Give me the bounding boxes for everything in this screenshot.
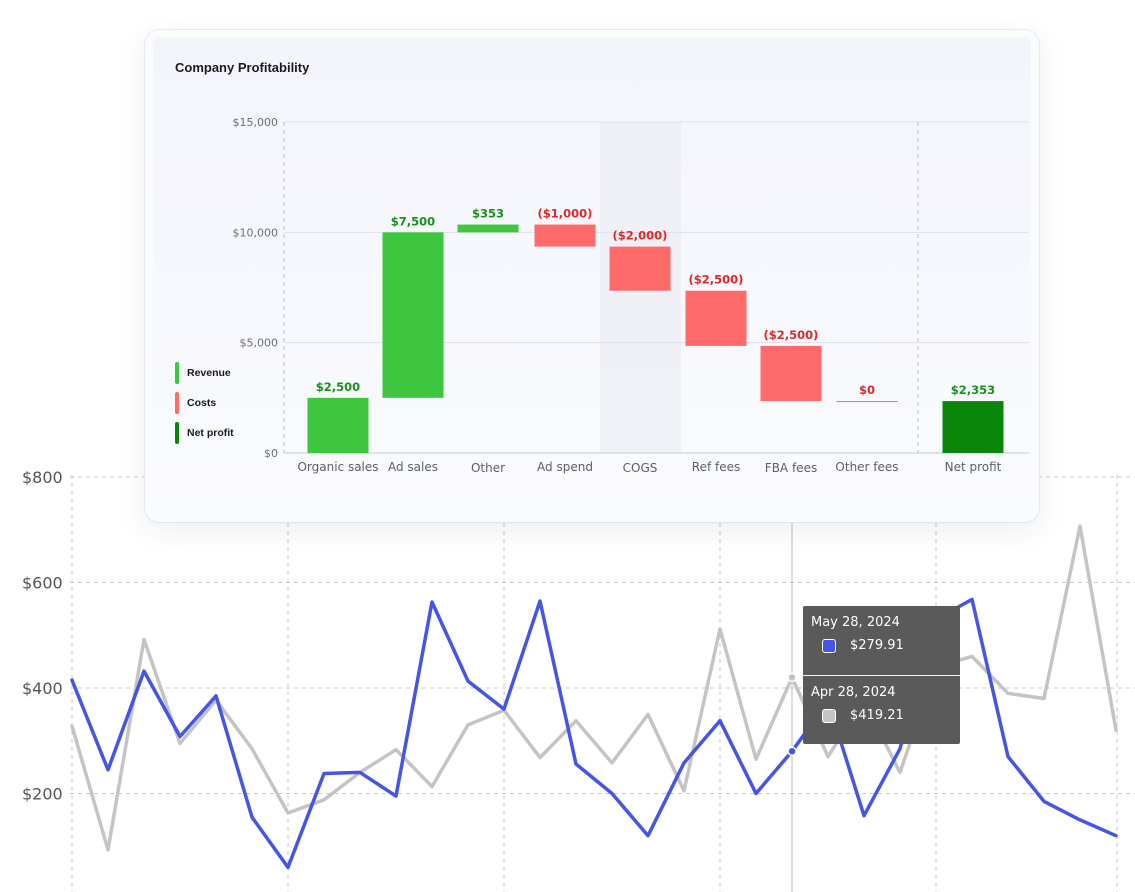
- chart-title: Company Profitability: [175, 60, 310, 75]
- x-tick-label: Organic sales: [297, 460, 378, 474]
- y-tick-label: $5,000: [240, 337, 279, 350]
- legend-label: Revenue: [187, 367, 231, 379]
- legend-item-costs[interactable]: Costs: [175, 388, 234, 418]
- waterfall-chart: $15,000 $10,000 $5,000 $0 $2,500 Organic sale…: [233, 116, 1029, 475]
- bar-ad-spend: [534, 224, 596, 247]
- x-tick-label: FBA fees: [765, 461, 817, 475]
- data-label: ($1,000): [538, 207, 593, 221]
- chart-legend: Revenue Costs Net profit: [175, 358, 234, 448]
- x-tick-label: Other fees: [835, 460, 898, 474]
- y-tick-label: $10,000: [233, 226, 279, 239]
- y-tick-label: $200: [22, 785, 63, 804]
- chart-tooltip: May 28, 2024 $279.91 Apr 28, 2024 $419.2…: [803, 606, 960, 744]
- bar-organic-sales: [307, 397, 369, 453]
- data-label: $0: [859, 383, 875, 397]
- tooltip-date: May 28, 2024: [811, 615, 900, 630]
- y-tick-label: $600: [22, 574, 63, 593]
- data-label: $353: [472, 207, 504, 221]
- tooltip-swatch: [822, 709, 836, 723]
- y-tick-label: $15,000: [233, 116, 279, 129]
- tooltip-value: $419.21: [850, 708, 904, 723]
- bar-net-profit: [942, 401, 1004, 453]
- x-tick-label: COGS: [623, 461, 658, 475]
- bar-other-fees: [836, 401, 898, 403]
- legend-item-net-profit[interactable]: Net profit: [175, 418, 234, 448]
- tooltip-date: Apr 28, 2024: [811, 685, 896, 700]
- x-tick-label: Other: [471, 461, 505, 475]
- x-tick-label: Ad spend: [537, 460, 593, 474]
- x-tick-label: Net profit: [945, 460, 1002, 474]
- tooltip-divider: [803, 675, 960, 676]
- legend-label: Costs: [187, 397, 217, 409]
- y-tick-label: $400: [22, 679, 63, 698]
- legend-swatch-net-profit: [175, 422, 179, 444]
- x-tick-label: Ad sales: [388, 460, 438, 474]
- y-tick-label: $0: [264, 447, 278, 460]
- tooltip-swatch: [822, 639, 836, 653]
- data-label: ($2,500): [689, 273, 744, 287]
- data-label: $2,353: [951, 383, 995, 397]
- bar-ref-fees: [685, 290, 747, 346]
- bar-other: [457, 224, 519, 233]
- x-tick-label: Ref fees: [692, 460, 740, 474]
- data-label: $2,500: [316, 380, 360, 394]
- data-label: $7,500: [391, 214, 435, 228]
- tooltip-value: $279.91: [850, 638, 904, 653]
- data-label: ($2,500): [764, 328, 819, 342]
- tooltip-entry: Apr 28, 2024 $419.21: [803, 676, 960, 745]
- data-label: ($2,000): [613, 229, 668, 243]
- bar-fba-fees: [760, 345, 822, 402]
- bar-cogs: [609, 246, 671, 291]
- legend-label: Net profit: [187, 427, 234, 439]
- profitability-card: Company Profitability $15,000 $10,000 $5,0…: [145, 30, 1039, 522]
- hover-point: [787, 672, 797, 683]
- legend-item-revenue[interactable]: Revenue: [175, 358, 234, 388]
- card-background: [153, 38, 1031, 514]
- hover-point: [787, 746, 797, 757]
- legend-swatch-revenue: [175, 362, 179, 384]
- legend-swatch-costs: [175, 392, 179, 414]
- tooltip-entry: May 28, 2024 $279.91: [803, 606, 960, 675]
- bar-ad-sales: [382, 232, 444, 398]
- y-tick-label: $800: [22, 468, 63, 487]
